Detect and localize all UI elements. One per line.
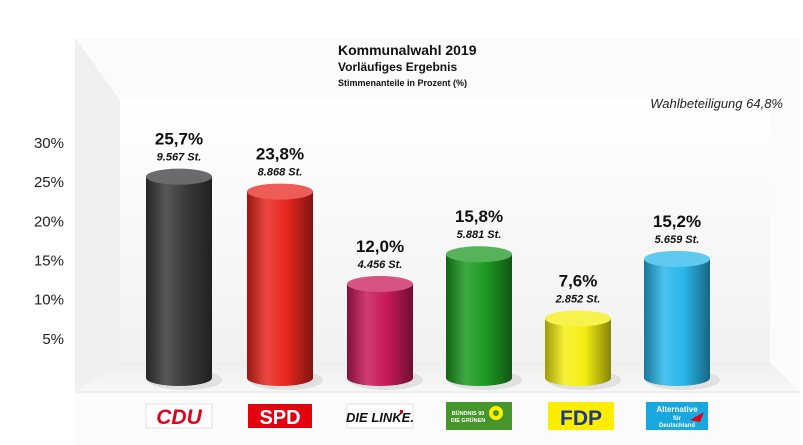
bar-5 [545,310,621,390]
logo-afd-line2: für [673,416,682,422]
value-label: 7,6% [559,271,598,290]
turnout-label: Wahlbeteiligung 64,8% [650,96,783,111]
bar-3 [347,276,423,390]
y-tick-label: 30% [34,135,64,152]
logo-afd-line1: Alternative [656,405,698,414]
bar-top [347,276,413,292]
y-tick-label: 15% [34,253,64,270]
chart-note: Stimmenanteile in Prozent (%) [338,78,467,88]
bar-body [247,191,313,386]
bar-body [446,254,512,386]
bar-body [545,318,611,386]
value-label: 12,0% [356,237,404,256]
bar-labels: 25,7% 9.567 St. 23,8% 8.868 St. 12,0% 4.456 S… [155,130,701,306]
logo-afd: Alternative für Deutschland [646,402,708,430]
logo-gruene-line1: BÜNDNIS 90 [452,410,485,417]
y-tick-label: 25% [34,174,64,191]
votes-label: 9.567 St. [157,152,202,164]
value-label: 23,8% [256,145,304,164]
y-tick-label: 5% [42,331,64,348]
arrow-icon [690,412,704,422]
bar-4 [446,246,522,390]
logo-fdp: FDP [548,402,614,430]
bar-body [347,284,413,386]
logo-spd: SPD [248,404,312,429]
bars [146,168,720,390]
logo-cdu-text: CDU [156,406,202,429]
bar-top [446,246,512,263]
y-tick-label: 10% [34,292,64,309]
y-axis: 5% 10% 15% 20% 25% 30% [34,135,64,348]
bar-top [545,310,611,327]
votes-label: 8.868 St. [258,167,303,179]
logo-spd-text: SPD [259,407,300,429]
bar-top [247,183,313,200]
bar-2 [247,183,323,390]
bar-6 [644,250,720,390]
bar-body [146,176,212,386]
logo-afd-line3: Deutschland [659,423,695,429]
logo-gruene: BÜNDNIS 90 DIE GRÜNEN [446,402,512,430]
bar-top [146,168,212,185]
logo-gruene-line2: DIE GRÜNEN [451,417,486,424]
bar-1 [146,168,222,390]
logo-linke-text: DIE LINKE. [346,410,414,425]
value-label: 15,8% [455,207,503,226]
votes-label: 4.456 St. [357,259,403,271]
y-tick-label: 20% [34,213,64,230]
bar-top [644,250,710,267]
value-label: 25,7% [155,130,203,149]
logo-cdu: CDU [145,403,213,429]
chart-title: Kommunalwahl 2019 [338,42,477,58]
value-label: 15,2% [653,212,701,231]
chart-side-wall [75,38,120,392]
votes-label: 2.852 St. [555,293,601,305]
logo-fdp-text: FDP [560,407,602,430]
logo-linke: DIE LINKE. [346,403,414,429]
votes-label: 5.659 St. [655,234,700,246]
bar-body [644,258,710,386]
chart-subtitle: Vorläufiges Ergebnis [338,60,457,74]
votes-label: 5.881 St. [457,229,502,241]
